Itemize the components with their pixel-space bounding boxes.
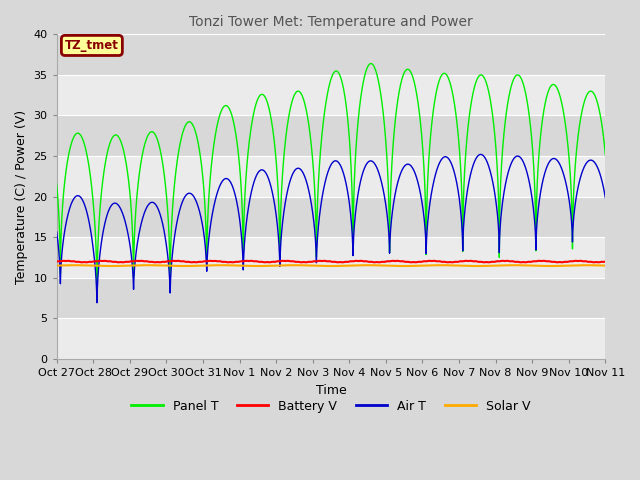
Bar: [57, 318, 605, 359]
Bar: [57, 156, 605, 197]
Title: Tonzi Tower Met: Temperature and Power: Tonzi Tower Met: Temperature and Power: [189, 15, 473, 29]
X-axis label: Time: Time: [316, 384, 346, 396]
Legend: Panel T, Battery V, Air T, Solar V: Panel T, Battery V, Air T, Solar V: [127, 395, 536, 418]
Bar: [57, 75, 605, 116]
Y-axis label: Temperature (C) / Power (V): Temperature (C) / Power (V): [15, 109, 28, 284]
Text: TZ_tmet: TZ_tmet: [65, 39, 119, 52]
Bar: [57, 237, 605, 278]
